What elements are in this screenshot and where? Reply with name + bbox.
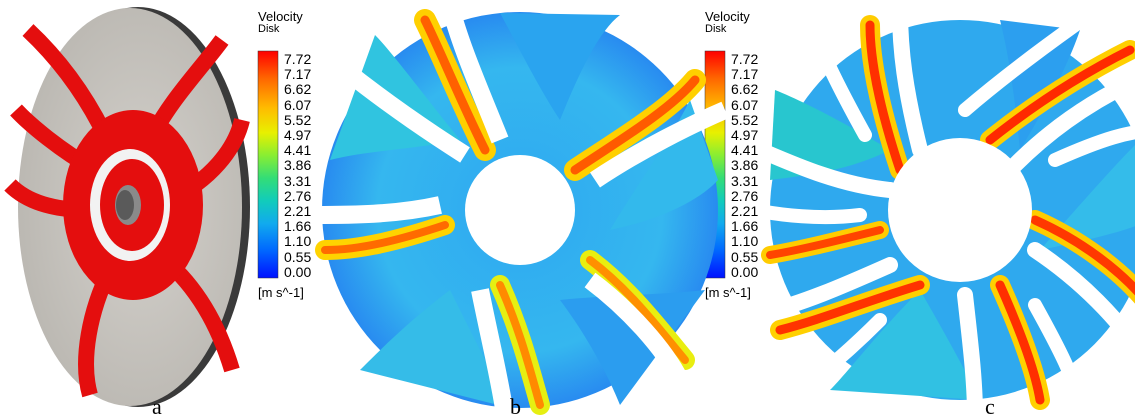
legend-1-title: Velocity: [258, 9, 303, 24]
legend-2-tick: 3.31: [731, 172, 759, 189]
legend-1-tick: 3.86: [284, 157, 312, 174]
legend-2-tick: 3.86: [731, 157, 759, 174]
contour-c-highspeed: [761, 15, 1135, 410]
colorbar-1: [257, 50, 279, 279]
legend-2-title: Velocity: [705, 9, 750, 24]
contour-c-hub: [888, 138, 1032, 282]
legend-2-tick: 4.41: [731, 142, 759, 159]
legend-2-tick: 2.76: [731, 187, 759, 204]
legend-1-tick: 4.41: [284, 142, 312, 159]
contour-b-highspeed: [315, 9, 706, 415]
contour-b-blades: [314, 2, 729, 417]
legend-1-tick: 3.31: [284, 172, 312, 189]
panel-label-b: b: [510, 394, 521, 419]
legend-2-tick: 0.00: [731, 263, 759, 280]
impeller-model: [4, 7, 250, 407]
panel-label-a: a: [152, 394, 162, 419]
legend-2-unit: [m s^-1]: [705, 285, 751, 300]
legend-1-tick: 0.00: [284, 263, 312, 280]
legend-2-title-block: Velocity Disk: [705, 10, 750, 35]
contour-c: [747, 2, 1135, 419]
legend-1-tick: 4.97: [284, 127, 312, 143]
contour-c-splitters: [748, 13, 1135, 412]
contour-c-blades: [747, 2, 1135, 419]
legend-1-tick: 6.07: [284, 96, 312, 113]
legend-1-tick: 6.62: [284, 81, 312, 98]
contour-b-hub: [465, 155, 575, 265]
panel-label-c: c: [985, 394, 995, 419]
legend-2-tick: 5.52: [731, 111, 759, 128]
contour-b: [314, 2, 729, 417]
shaft-hole-inner: [116, 190, 134, 220]
legend-1-title-block: Velocity Disk: [258, 10, 303, 35]
legend-2-tick: 7.17: [731, 66, 759, 83]
legend-1-tick: 0.55: [284, 248, 312, 265]
legend-2-subtitle: Disk: [705, 23, 727, 35]
legend-1-unit: [m s^-1]: [258, 285, 304, 300]
legend-2-tick: 1.66: [731, 218, 759, 235]
legend-1-tick: 7.17: [284, 66, 312, 83]
legend-2-tick: 4.97: [731, 127, 759, 143]
legend-2-tick: 1.10: [731, 233, 759, 250]
legend-2-tick: 6.07: [731, 96, 759, 113]
legend-1-tick: 5.52: [284, 111, 312, 128]
legend-2-tick: 6.62: [731, 81, 759, 98]
legend-1-subtitle: Disk: [258, 23, 280, 35]
contour-c-passages: [770, 20, 1135, 400]
legend-2-tick: 2.21: [731, 203, 759, 219]
legend-1-tick: 2.21: [284, 203, 312, 219]
legend-1-tick: 1.10: [284, 233, 312, 250]
legend-1-tick: 1.66: [284, 218, 312, 235]
legend-1-tick: 2.76: [284, 187, 312, 204]
legend-2-tick: 0.55: [731, 248, 759, 265]
legend-1-tick: 7.72: [284, 51, 312, 67]
legend-2-tick: 7.72: [731, 51, 759, 67]
